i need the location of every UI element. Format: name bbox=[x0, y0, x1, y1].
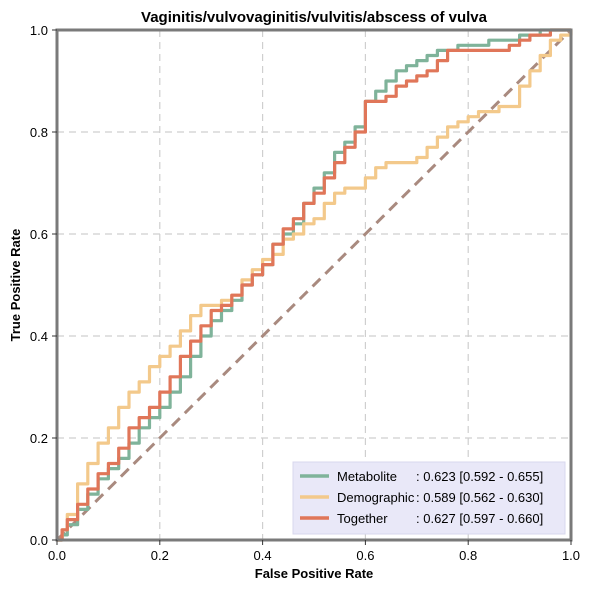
y-tick-label: 0.0 bbox=[30, 533, 48, 548]
series-line-together bbox=[57, 28, 571, 542]
x-tick-label: 1.0 bbox=[562, 548, 580, 563]
reference-layer bbox=[55, 28, 573, 542]
chart-title: Vaginitis/vulvovaginitis/vulvitis/absces… bbox=[141, 9, 488, 26]
legend-label-demographic: Demographic bbox=[337, 490, 415, 505]
x-tick-label: 0.8 bbox=[459, 548, 477, 563]
reference-diagonal bbox=[55, 28, 573, 542]
y-tick-label: 0.2 bbox=[30, 431, 48, 446]
legend-label-metabolite: Metabolite bbox=[337, 469, 397, 484]
legend-label-together: Together bbox=[337, 511, 388, 526]
y-tick-label: 0.8 bbox=[30, 125, 48, 140]
y-axis-label: True Positive Rate bbox=[8, 229, 23, 342]
tick-layer: 0.0 0.2 0.4 0.6 0.8 1.0 0.0 0.2 0.4 0.6 0.8 1.0 bbox=[30, 23, 580, 563]
legend-value-metabolite: : 0.623 [0.592 - 0.655] bbox=[416, 469, 543, 484]
x-axis-label: False Positive Rate bbox=[255, 566, 374, 581]
legend-box bbox=[292, 461, 566, 535]
x-tick-label: 0.2 bbox=[151, 548, 169, 563]
legend: Metabolite : 0.623 [0.592 - 0.655]Demogra… bbox=[292, 461, 566, 535]
y-tick-label: 0.6 bbox=[30, 227, 48, 242]
series-line-demographic bbox=[57, 30, 573, 542]
plot-frame bbox=[55, 28, 573, 542]
series-layer bbox=[57, 28, 573, 542]
x-tick-label: 0.4 bbox=[254, 548, 272, 563]
x-tick-label: 0.6 bbox=[356, 548, 374, 563]
y-tick-label: 0.4 bbox=[30, 329, 48, 344]
y-tick-label: 1.0 bbox=[30, 23, 48, 38]
legend-value-together: : 0.627 [0.597 - 0.660] bbox=[416, 511, 543, 526]
x-tick-label: 0.0 bbox=[48, 548, 66, 563]
legend-value-demographic: : 0.589 [0.562 - 0.630] bbox=[416, 490, 543, 505]
